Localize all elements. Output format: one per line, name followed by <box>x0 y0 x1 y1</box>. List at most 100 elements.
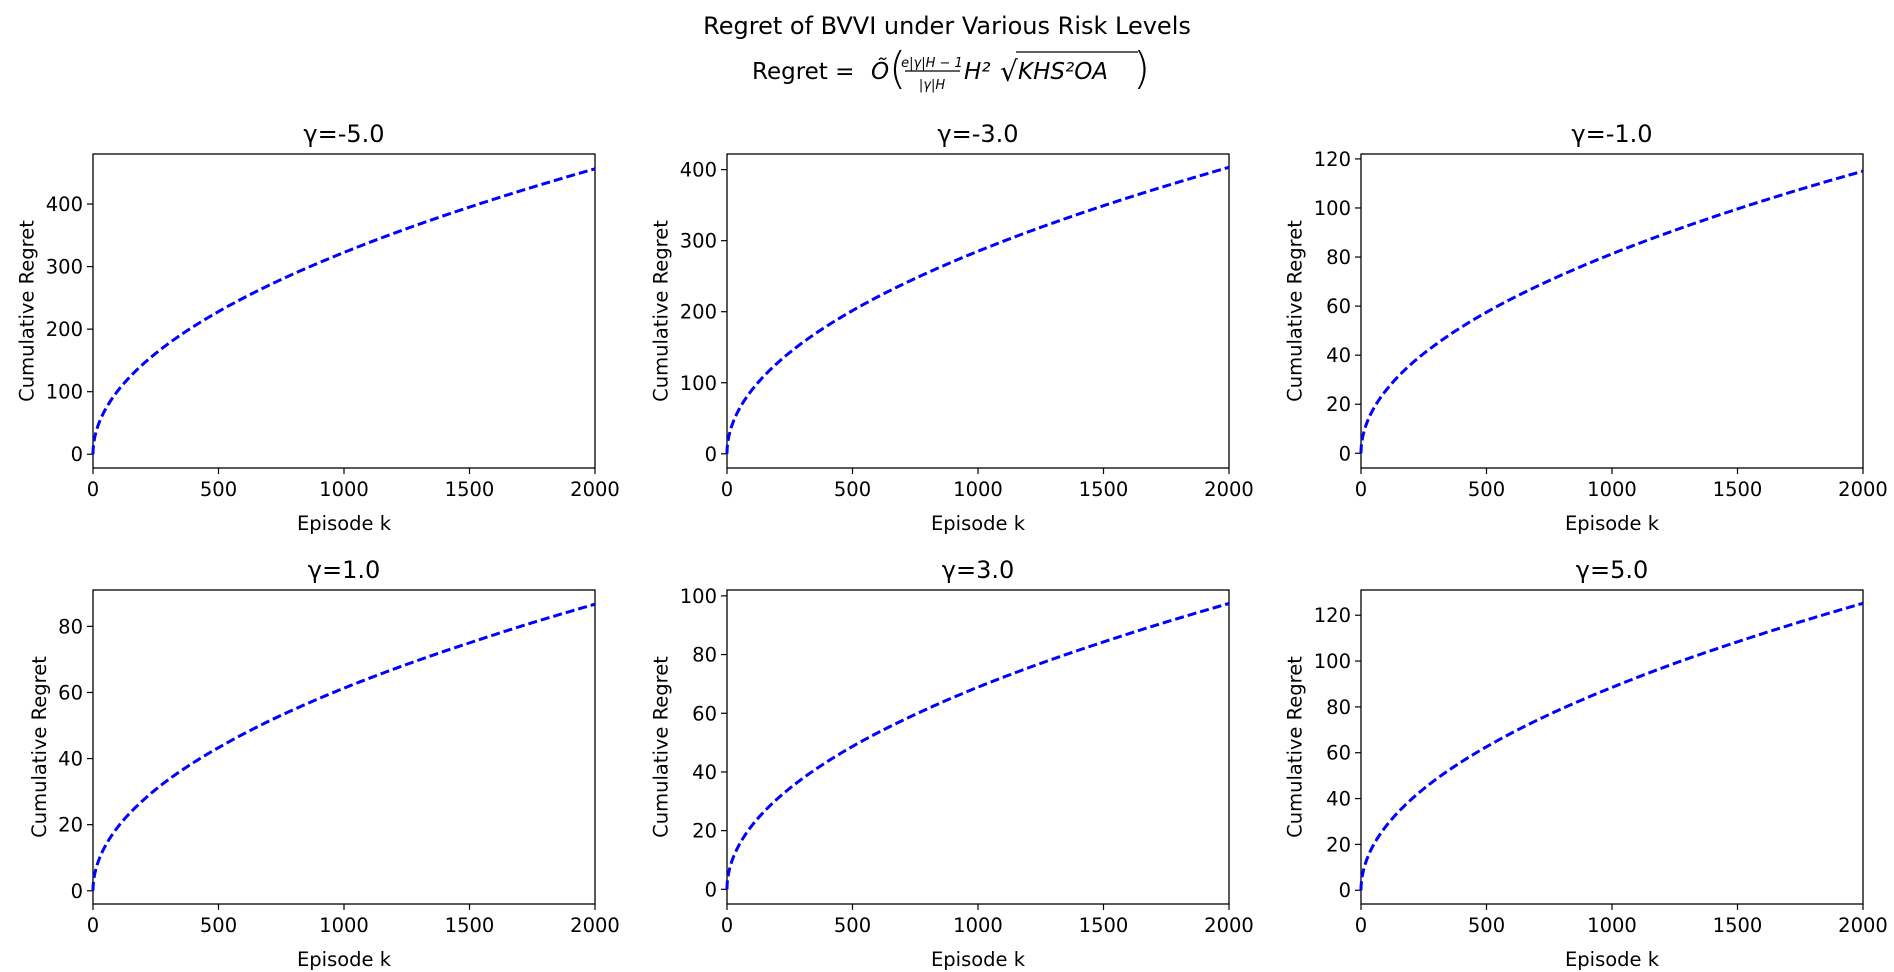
y-tick-label: 300 <box>46 256 83 279</box>
formula-radicand: KHS²OA <box>1018 59 1108 85</box>
y-tick-label: 100 <box>1314 197 1351 220</box>
regret-line <box>1359 601 1864 891</box>
subplot-3: 0 500 1000 1500 2000 0 20 40 60 80 100 120 γ=-1.0 Epi… <box>1284 120 1888 535</box>
subplot-title: γ=-5.0 <box>303 120 384 148</box>
x-tick-label: 0 <box>721 478 733 501</box>
x-tick-label: 500 <box>200 914 237 937</box>
plot-frame <box>1360 153 1864 469</box>
y-tick-label: 100 <box>680 585 717 608</box>
x-tick-label: 1500 <box>1079 914 1129 937</box>
y-tick-label: 20 <box>692 820 717 843</box>
x-tick-label: 0 <box>87 914 99 937</box>
regret-formula: Regret = Õ ( e|γ|H − 1 |γ|H H² √ KHS²OA … <box>752 43 1150 94</box>
plot-frame <box>726 153 1230 469</box>
y-tick-label: 0 <box>1339 879 1351 902</box>
subplot-1: 0 500 1000 1500 2000 0 100 200 300 400 γ=-5.0 Episo… <box>16 120 620 535</box>
x-tick-label: 500 <box>834 914 871 937</box>
x-tick-label: 1000 <box>953 478 1003 501</box>
x-tick-label: 2000 <box>1204 478 1254 501</box>
x-tick-label: 500 <box>200 478 237 501</box>
x-tick-label: 1500 <box>1079 478 1129 501</box>
y-axis-label: Cumulative Regret <box>1284 220 1307 402</box>
figure-title: Regret of BVVI under Various Risk Levels <box>703 12 1191 40</box>
y-axis-label: Cumulative Regret <box>650 220 673 402</box>
y-tick-label: 400 <box>46 193 83 216</box>
x-tick-label: 2000 <box>570 478 620 501</box>
x-tick-label: 0 <box>87 478 99 501</box>
formula-o-tilde: Õ <box>871 56 889 85</box>
subplot-title: γ=3.0 <box>942 556 1014 584</box>
x-tick-label: 500 <box>1468 478 1505 501</box>
subplot-title: γ=1.0 <box>308 556 380 584</box>
subplot-2: 0 500 1000 1500 2000 0 100 200 300 400 γ=-3.0 Episo… <box>650 120 1254 535</box>
x-tick-label: 1000 <box>1587 914 1637 937</box>
regret-line <box>1359 169 1864 454</box>
x-tick-label: 0 <box>721 914 733 937</box>
x-tick-label: 500 <box>1468 914 1505 937</box>
x-tick-label: 1000 <box>319 914 369 937</box>
x-tick-label: 0 <box>1355 478 1367 501</box>
y-tick-label: 200 <box>680 301 717 324</box>
y-tick-label: 400 <box>680 159 717 182</box>
formula-h-squared: H² <box>964 59 991 85</box>
y-axis-label: Cumulative Regret <box>1284 656 1307 838</box>
y-tick-label: 40 <box>1326 344 1351 367</box>
y-tick-label: 100 <box>680 372 717 395</box>
x-tick-label: 2000 <box>1204 914 1254 937</box>
y-tick-label: 40 <box>692 761 717 784</box>
x-tick-label: 0 <box>1355 914 1367 937</box>
formula-fraction-denominator: |γ|H <box>919 78 945 93</box>
x-axis-label: Episode k <box>1565 948 1660 971</box>
x-tick-label: 1000 <box>953 914 1003 937</box>
formula-prefix: Regret = <box>752 59 854 85</box>
x-tick-label: 1500 <box>445 914 495 937</box>
x-tick-label: 2000 <box>1838 478 1888 501</box>
y-tick-label: 60 <box>58 681 83 704</box>
plot-frame <box>92 153 596 469</box>
y-tick-label: 80 <box>58 615 83 638</box>
y-tick-label: 80 <box>692 644 717 667</box>
formula-fraction-numerator: e|γ|H − 1 <box>901 56 963 71</box>
regret-line <box>725 602 1230 890</box>
y-tick-label: 100 <box>46 381 83 404</box>
subplot-4: 0 500 1000 1500 2000 0 20 40 60 80 γ=1.0 Episode k C… <box>28 556 620 971</box>
subplot-6: 0 500 1000 1500 2000 0 20 40 60 80 100 120 γ=5.0 Epis… <box>1284 556 1888 971</box>
y-tick-label: 200 <box>46 318 83 341</box>
formula-sqrt-sign: √ <box>1000 55 1018 88</box>
y-tick-label: 120 <box>1314 148 1351 171</box>
y-tick-label: 60 <box>1326 742 1351 765</box>
x-axis-label: Episode k <box>297 512 392 535</box>
y-axis-label: Cumulative Regret <box>28 656 51 838</box>
y-tick-label: 80 <box>1326 246 1351 269</box>
plot-frame <box>1360 589 1864 905</box>
regret-line <box>725 165 1230 454</box>
y-axis-label: Cumulative Regret <box>16 220 39 402</box>
subplot-5: 0 500 1000 1500 2000 0 20 40 60 80 100 γ=3.0 Episode… <box>650 556 1254 971</box>
x-tick-label: 1000 <box>1587 478 1637 501</box>
y-tick-label: 20 <box>1326 833 1351 856</box>
y-tick-label: 300 <box>680 230 717 253</box>
y-tick-label: 40 <box>1326 788 1351 811</box>
y-tick-label: 0 <box>71 443 83 466</box>
y-tick-label: 20 <box>58 814 83 837</box>
regret-line <box>91 167 596 455</box>
y-axis-label: Cumulative Regret <box>650 656 673 838</box>
formula-paren-right: ) <box>1133 43 1150 94</box>
x-tick-label: 2000 <box>570 914 620 937</box>
subplot-title: γ=5.0 <box>1576 556 1648 584</box>
y-tick-label: 120 <box>1314 604 1351 627</box>
plot-frame <box>92 589 596 905</box>
y-tick-label: 80 <box>1326 696 1351 719</box>
y-tick-label: 100 <box>1314 650 1351 673</box>
regret-line <box>91 602 596 891</box>
x-axis-label: Episode k <box>1565 512 1660 535</box>
y-tick-label: 60 <box>692 702 717 725</box>
x-axis-label: Episode k <box>931 512 1026 535</box>
x-tick-label: 2000 <box>1838 914 1888 937</box>
plot-frame <box>726 589 1230 905</box>
x-tick-label: 1500 <box>1713 478 1763 501</box>
y-tick-label: 0 <box>71 880 83 903</box>
x-axis-label: Episode k <box>931 948 1026 971</box>
y-tick-label: 0 <box>705 443 717 466</box>
